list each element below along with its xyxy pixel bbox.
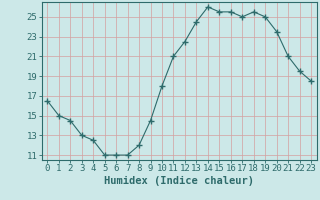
X-axis label: Humidex (Indice chaleur): Humidex (Indice chaleur) bbox=[104, 176, 254, 186]
